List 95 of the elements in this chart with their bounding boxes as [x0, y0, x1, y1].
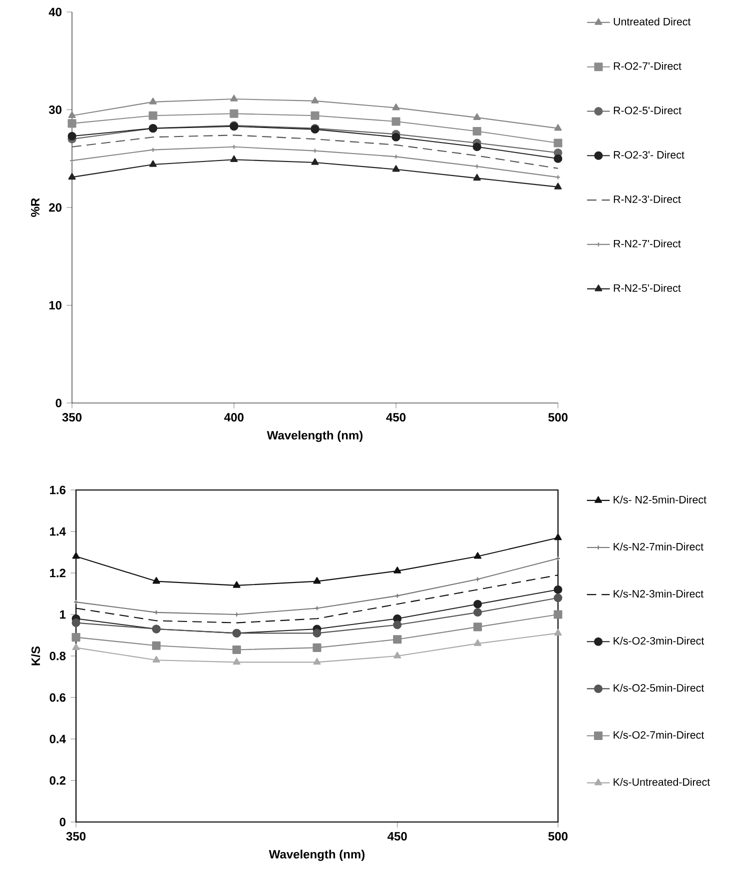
point	[473, 608, 482, 617]
point	[152, 656, 160, 663]
point	[310, 111, 320, 120]
point	[554, 628, 562, 636]
point	[148, 111, 158, 120]
point	[313, 658, 321, 665]
y-axis-title: %R	[31, 198, 40, 217]
point	[554, 594, 562, 602]
point	[230, 109, 238, 118]
point	[312, 643, 322, 652]
point	[394, 566, 402, 574]
x-tick-label: 400	[224, 413, 244, 422]
y-tick-label: 0	[56, 398, 62, 408]
point	[554, 585, 562, 594]
point	[392, 104, 400, 110]
point	[68, 111, 76, 118]
x-axis-title: Wavelength (nm)	[266, 430, 363, 442]
legend-label: K/s-Untreated-Direct	[614, 778, 710, 786]
y-tick-label: 0.8	[50, 652, 66, 660]
point	[230, 94, 238, 102]
point	[152, 577, 160, 584]
x-tick-label: 450	[388, 832, 407, 841]
line-series	[71, 134, 559, 169]
y-tick-label: 1	[60, 610, 66, 619]
point	[473, 113, 481, 120]
point	[313, 577, 321, 584]
x-tick-label: 500	[548, 413, 568, 422]
point	[554, 124, 562, 131]
legend-label: K/s-N2-7min-Direct	[614, 542, 704, 550]
y-tick-label: 30	[48, 105, 62, 114]
point	[68, 172, 76, 180]
legend-label: R-O2-3'- Direct	[614, 150, 684, 159]
point	[68, 119, 76, 128]
x-tick-label: 350	[66, 832, 86, 841]
legend-label: R-N2-3'-Direct	[614, 195, 681, 204]
point	[72, 618, 80, 628]
point	[311, 96, 319, 104]
point	[230, 155, 238, 162]
y-tick-label: 20	[49, 203, 62, 212]
point	[311, 158, 319, 165]
point	[474, 639, 482, 646]
y-tick-label: 10	[49, 300, 62, 310]
point	[554, 533, 562, 540]
point	[392, 165, 400, 172]
legend-label: K/s- N2-5min-Direct	[614, 496, 706, 504]
point	[554, 138, 562, 148]
y-tick-label: 1.4	[50, 527, 66, 536]
point	[394, 652, 402, 658]
point	[473, 174, 481, 181]
legend-label: Untreated Direct	[614, 18, 691, 26]
point	[554, 182, 562, 190]
legend-label: K/s-N2-3min-Direct	[614, 590, 704, 598]
legend-label: R-O2-5'-Direct	[614, 106, 682, 114]
point	[474, 552, 482, 559]
point	[232, 658, 240, 665]
point	[473, 600, 482, 608]
point	[472, 142, 482, 152]
point	[554, 154, 562, 163]
x-axis-title: Wavelength (nm)	[268, 850, 365, 861]
point	[392, 117, 400, 126]
point	[393, 620, 402, 630]
y-tick-label: 0.6	[50, 693, 66, 702]
point	[149, 98, 157, 104]
y-tick-label: 40	[48, 8, 62, 16]
point	[392, 132, 400, 142]
y-axis-title: K/S	[31, 646, 40, 666]
point	[72, 643, 80, 650]
x-tick-label: 350	[62, 413, 82, 422]
point	[68, 132, 76, 140]
y-tick-label: 0.2	[50, 776, 66, 785]
point	[475, 576, 480, 582]
point	[554, 610, 562, 619]
point	[312, 628, 322, 638]
point	[72, 552, 80, 559]
point	[72, 633, 80, 642]
y-tick-label: 0.4	[50, 734, 66, 744]
line-series	[75, 574, 559, 624]
y-tick-label: 1.2	[50, 568, 66, 578]
point	[472, 126, 482, 136]
x-tick-label: 450	[386, 413, 406, 422]
point	[149, 160, 157, 167]
point	[473, 622, 482, 632]
legend-label: R-O2-7'-Direct	[614, 62, 682, 70]
x-tick-label: 500	[548, 832, 568, 841]
point	[152, 641, 161, 650]
point	[232, 646, 241, 654]
y-tick-label: 1.6	[50, 486, 66, 494]
legend-label: K/s-O2-5min-Direct	[614, 684, 704, 692]
legend-label: R-N2-7'-Direct	[614, 240, 681, 248]
y-tick-label: 0	[60, 818, 66, 826]
legend-label: K/s-O2-3min-Direct	[614, 636, 704, 645]
legend-label: K/s-O2-7min-Direct	[614, 730, 704, 739]
point	[232, 581, 240, 588]
point	[393, 635, 402, 644]
legend-label: R-N2-5'-Direct	[614, 284, 681, 292]
